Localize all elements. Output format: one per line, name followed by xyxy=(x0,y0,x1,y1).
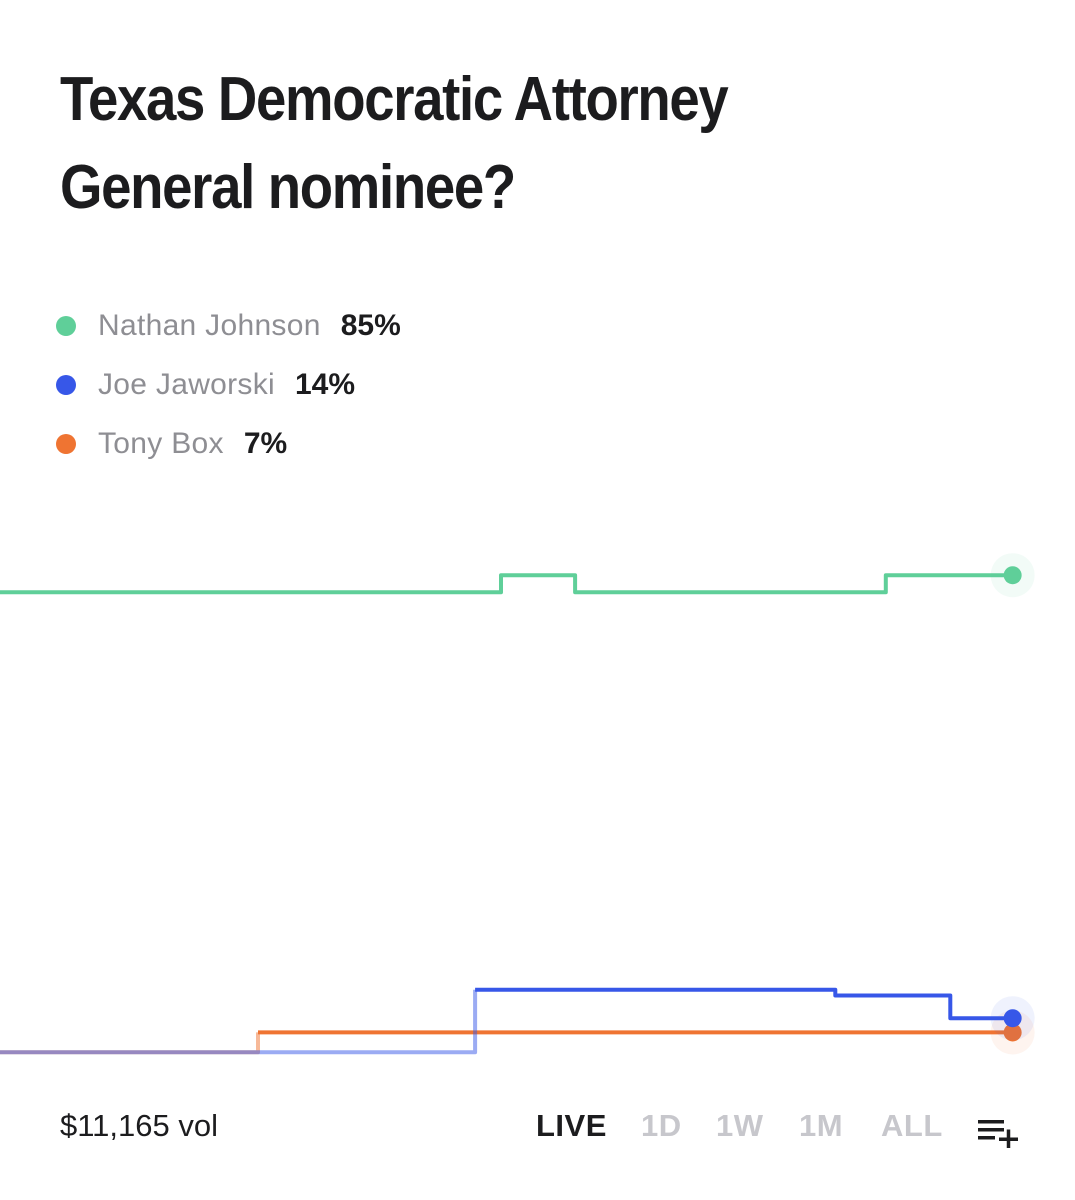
series-line-tony-box-faded xyxy=(0,1032,260,1055)
playlist-add-icon[interactable] xyxy=(978,1118,1020,1148)
legend-name: Joe Jaworski xyxy=(98,367,275,401)
legend-item-joe-jaworski: Joe Jaworski 14% xyxy=(56,355,401,414)
legend-name: Nathan Johnson xyxy=(98,308,321,342)
legend-item-tony-box: Tony Box 7% xyxy=(56,414,401,473)
price-history-chart[interactable] xyxy=(0,470,1075,1070)
legend-value: 14% xyxy=(295,367,356,401)
legend-value: 85% xyxy=(340,308,401,342)
time-range-tabs: LIVE 1D 1W 1M ALL xyxy=(0,1108,1075,1152)
range-tab-all[interactable]: ALL xyxy=(881,1108,943,1143)
range-tab-1w[interactable]: 1W xyxy=(716,1108,764,1143)
series-endpoint-tony-box xyxy=(1003,1023,1022,1042)
page-title: Texas Democratic Attorney General nomine… xyxy=(60,65,729,222)
range-tab-1d[interactable]: 1D xyxy=(641,1108,682,1143)
series-line-joe-jaworski xyxy=(475,987,1013,1021)
range-tab-1m[interactable]: 1M xyxy=(799,1108,844,1143)
series-line-joe-jaworski-faded xyxy=(0,989,478,1055)
legend-value: 7% xyxy=(243,426,288,460)
legend-name: Tony Box xyxy=(98,426,224,460)
volume-label: $11,165 vol xyxy=(60,1108,218,1143)
series-endpoint-joe-jaworski xyxy=(1003,1009,1022,1028)
series-line-nathan-johnson xyxy=(0,573,1013,595)
legend-dot xyxy=(56,315,76,336)
chart-legend: Nathan Johnson 85% Joe Jaworski 14% Tony… xyxy=(56,296,401,473)
legend-dot xyxy=(56,433,76,454)
series-endpoint-nathan-johnson xyxy=(1003,566,1022,585)
range-tab-live[interactable]: LIVE xyxy=(536,1108,607,1143)
legend-item-nathan-johnson: Nathan Johnson 85% xyxy=(56,296,401,355)
legend-dot xyxy=(56,374,76,395)
